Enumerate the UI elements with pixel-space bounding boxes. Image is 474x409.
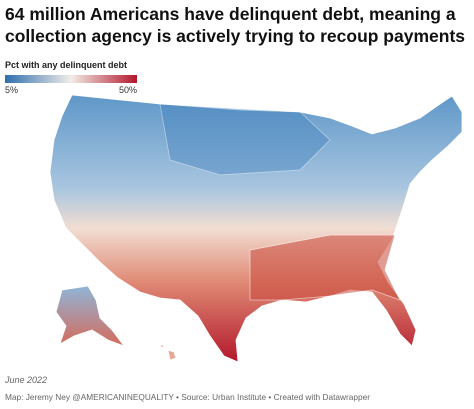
footer-credit: Map: Jeremy Ney @AMERICANINEQUALITY • So… (5, 392, 370, 402)
legend-label: 50% (119, 85, 137, 95)
northern-plains (159, 103, 331, 176)
southeast-highlight (249, 234, 401, 301)
legend-title: Pct with any delinquent debt (5, 60, 127, 70)
legend-gradient (5, 75, 137, 83)
hawaii (159, 343, 177, 361)
title-line: 64 million Americans have delinquent deb… (5, 4, 456, 24)
contiguous-us (49, 94, 463, 363)
title-line: collection agency is actively trying to … (5, 26, 465, 46)
map (49, 94, 463, 363)
legend-label: 5% (5, 85, 18, 95)
alaska (55, 285, 126, 347)
footer-date: June 2022 (4, 375, 47, 385)
